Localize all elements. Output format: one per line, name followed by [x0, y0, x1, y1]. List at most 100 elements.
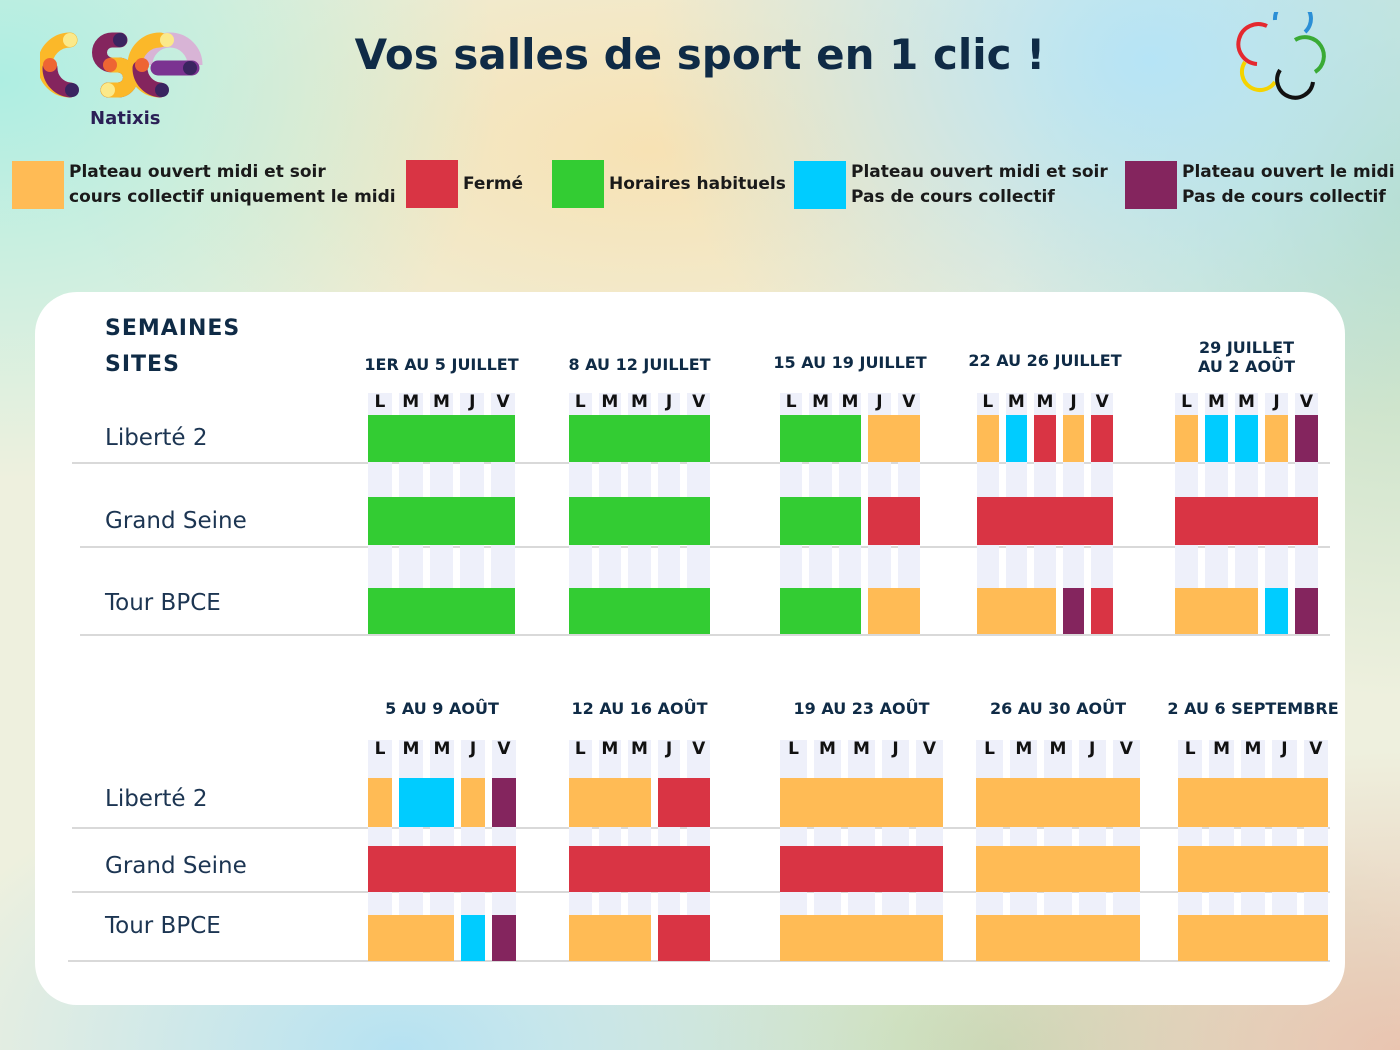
week-title: 19 AU 23 AOÛT: [793, 699, 930, 718]
legend-item: Plateau ouvert midi et soir cours collec…: [12, 160, 396, 210]
cse-logo: Natixis: [37, 30, 205, 129]
status-bar: [1178, 778, 1328, 827]
status-bar: [780, 588, 862, 634]
day-header: M: [819, 739, 836, 759]
status-bar: [1175, 415, 1198, 462]
status-bar: [1175, 588, 1258, 634]
day-header: V: [497, 739, 511, 759]
legend-label: Plateau ouvert midi et soir cours collec…: [69, 162, 396, 207]
status-bar: [1005, 415, 1028, 462]
day-header: L: [574, 392, 586, 412]
day-header: J: [876, 392, 883, 412]
status-bar: [569, 915, 651, 961]
status-bar: [1091, 588, 1113, 634]
status-bar: [461, 915, 485, 961]
status-bar: [977, 497, 1113, 545]
day-header: J: [665, 739, 673, 759]
legend-label: Fermé: [463, 173, 524, 194]
day-header: M: [812, 392, 830, 412]
day-header: L: [1181, 392, 1192, 412]
day-header: J: [1281, 739, 1288, 759]
header-sites: SITES: [105, 352, 180, 377]
status-bar: [1265, 588, 1288, 634]
status-bar: [977, 588, 1056, 634]
status-bar: [492, 915, 516, 961]
day-header: V: [1299, 392, 1314, 412]
status-bar: [1178, 915, 1328, 961]
legend-swatch: [406, 160, 458, 208]
day-header: L: [982, 392, 994, 412]
day-header: V: [1095, 392, 1109, 412]
week-title: 5 AU 9 AOÛT: [385, 699, 499, 718]
status-bar: [976, 915, 1140, 961]
status-bar: [569, 415, 710, 462]
status-bar: [492, 778, 516, 827]
status-bar: [569, 497, 710, 545]
day-header: L: [374, 392, 386, 412]
status-bar: [1091, 415, 1113, 462]
status-bar: [1062, 588, 1085, 634]
site-label: Grand Seine: [105, 853, 247, 879]
header-weeks: SEMAINES: [105, 316, 241, 341]
day-header: M: [1015, 739, 1033, 759]
day-header: M: [1007, 392, 1025, 412]
legend-swatch: [1125, 161, 1177, 209]
week-title: 26 AU 30 AOÛT: [989, 699, 1126, 718]
status-bar: [368, 915, 454, 961]
day-header: M: [601, 392, 619, 412]
week-title: 1ER AU 5 JUILLET: [364, 355, 519, 374]
rings-logo: [1235, 0, 1330, 108]
day-header: V: [692, 739, 706, 759]
day-header: L: [785, 392, 797, 412]
status-bar: [569, 588, 710, 634]
day-header: M: [1049, 739, 1067, 759]
day-header: M: [853, 739, 870, 759]
site-label: Tour BPCE: [105, 913, 221, 939]
status-bar: [368, 415, 515, 462]
site-label: Tour BPCE: [105, 590, 221, 616]
status-bar: [368, 846, 516, 892]
day-header: V: [1119, 739, 1133, 759]
day-header: J: [1070, 392, 1077, 412]
day-header: J: [469, 739, 477, 759]
status-bar: [868, 497, 920, 545]
status-bar: [1235, 415, 1258, 462]
status-bar: [657, 778, 710, 827]
legend-item: Fermé: [406, 160, 523, 208]
day-header: J: [1089, 739, 1096, 759]
status-bar: [780, 846, 943, 892]
day-header: J: [469, 392, 476, 412]
site-label: Liberté 2: [105, 425, 208, 451]
day-header: M: [1238, 392, 1255, 412]
day-header: M: [1244, 739, 1262, 759]
legend-label: Plateau ouvert le midi Pas de cours coll…: [1182, 162, 1395, 207]
status-bar: [569, 846, 710, 892]
status-bar: [1265, 415, 1288, 462]
status-bar: [1034, 415, 1056, 462]
status-bar: [780, 915, 943, 961]
legend-item: Plateau ouvert le midi Pas de cours coll…: [1125, 160, 1395, 210]
week-title: 8 AU 12 JUILLET: [568, 355, 711, 374]
day-header: L: [984, 739, 996, 759]
legend-swatch: [794, 161, 846, 209]
day-header: M: [631, 392, 648, 412]
row-divider: [80, 634, 1330, 636]
legend-item: Horaires habituels: [552, 160, 786, 208]
day-header: L: [374, 739, 386, 759]
status-bar: [868, 415, 920, 462]
legend-label: Horaires habituels: [609, 173, 786, 194]
status-bar: [368, 778, 392, 827]
rings-logo-icon: [1236, 0, 1326, 100]
status-bar: [1295, 415, 1318, 462]
status-bar: [399, 778, 454, 827]
status-bar: [977, 415, 999, 462]
week-title: 15 AU 19 JUILLET: [773, 353, 927, 372]
legend-item: Plateau ouvert midi et soir Pas de cours…: [794, 160, 1108, 210]
status-bar: [976, 846, 1140, 892]
day-header: V: [922, 739, 937, 759]
logo-text: Natixis: [90, 108, 161, 129]
day-header: J: [1273, 392, 1280, 412]
day-header: V: [1309, 739, 1323, 759]
status-bar: [780, 778, 943, 827]
status-bar: [976, 778, 1140, 827]
